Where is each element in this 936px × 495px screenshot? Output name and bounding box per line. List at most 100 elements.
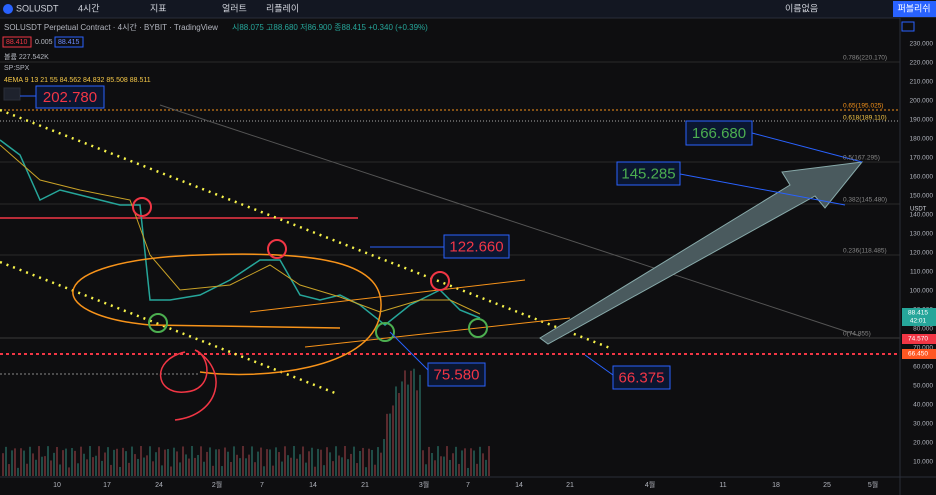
price-tick: 180.000: [910, 136, 934, 143]
volume-bar: [377, 447, 379, 476]
target-arrow: [539, 161, 864, 345]
alerts-button[interactable]: 얼러트: [222, 3, 247, 13]
volume-bar: [146, 455, 148, 476]
price-tick: 110.000: [910, 269, 933, 276]
fib-label: 0(74.855): [843, 331, 871, 338]
publish-button-bg[interactable]: [893, 1, 936, 17]
volume-bar: [296, 458, 298, 476]
publish-button[interactable]: 퍼블리쉬: [897, 3, 930, 13]
volume-bar: [416, 390, 418, 476]
layout-name[interactable]: 이름없음: [785, 3, 818, 13]
circle-mark: [468, 318, 488, 338]
volume-bar: [410, 370, 412, 476]
axis-icon[interactable]: [901, 21, 915, 32]
volume-bar: [389, 413, 391, 476]
price-tick: 120.000: [910, 250, 934, 257]
countdown: 42:01: [910, 318, 927, 325]
volume-bar: [245, 458, 247, 476]
volume-bar: [95, 455, 97, 476]
volume-bar: [239, 458, 241, 476]
circle-mark: [430, 271, 450, 291]
last-price: 88.415: [908, 310, 928, 317]
symbol[interactable]: SOLUSDT: [16, 3, 59, 13]
annotation-text: 66.375: [619, 369, 665, 386]
price-tick: 50.000: [913, 383, 933, 390]
volume-bar: [428, 446, 430, 476]
volume-bar: [68, 467, 70, 476]
price-tick: 40.000: [913, 402, 933, 409]
currency[interactable]: USDT: [910, 207, 927, 213]
price-tick: 70.000: [913, 345, 933, 352]
time-tick: 7: [466, 482, 470, 489]
channel-line: [249, 279, 526, 313]
time-tick: 18: [772, 482, 780, 489]
time-tick: 5월: [868, 480, 878, 489]
volume-bar: [20, 448, 22, 476]
volume-bar: [395, 386, 397, 476]
volume-bar: [236, 454, 238, 476]
time-tick: 3월: [419, 480, 429, 489]
chart-area: [0, 61, 900, 476]
volume-bars: [2, 368, 490, 476]
volume-bar: [392, 405, 394, 476]
time-tick: 4월: [645, 480, 655, 489]
annotation-box: [443, 234, 510, 259]
range-ellipse: [72, 253, 382, 376]
volume-bar: [383, 439, 385, 476]
replay-button[interactable]: 리플레이: [266, 3, 299, 13]
volume-bar: [59, 464, 61, 476]
volume-bar: [320, 449, 322, 476]
annotation-pointer: [751, 132, 863, 163]
volume-bar: [17, 467, 19, 476]
volume-bar: [206, 451, 208, 476]
volume-bar: [347, 459, 349, 476]
volume-bar: [134, 454, 136, 476]
price-tick: 230.000: [910, 41, 934, 48]
interval[interactable]: 4시간: [78, 3, 100, 13]
time-tick: 21: [566, 482, 574, 489]
volume-bar: [302, 446, 304, 476]
volume-bar: [221, 466, 223, 476]
volume-bar: [131, 446, 133, 476]
volume-bar: [401, 381, 403, 476]
volume-bar: [32, 453, 34, 476]
volume-bar: [461, 450, 463, 476]
volume-bar: [122, 447, 124, 476]
indicators-button[interactable]: 지표: [150, 3, 167, 13]
annotation-box: [685, 120, 753, 146]
price-tick: 220.000: [910, 60, 934, 67]
volume-bar: [179, 462, 181, 476]
volume-bar: [38, 446, 40, 476]
volume-bar: [290, 457, 292, 476]
volume-bar: [317, 448, 319, 476]
volume-bar: [200, 446, 202, 476]
channel-line: [304, 317, 571, 348]
volume-bar: [47, 446, 49, 476]
time-ticks: 10 17 24 2월 7 14 21 3월 7 14 21 4월 11 18 25 5월: [53, 480, 878, 489]
level-label: 74.570: [908, 336, 928, 343]
ema-line: [0, 144, 481, 315]
collapse-button[interactable]: [3, 87, 21, 101]
volume-bar: [203, 461, 205, 476]
time-tick: 11: [719, 482, 726, 489]
volume-bar: [44, 456, 46, 476]
ask: 88.415: [58, 39, 80, 46]
annotation-pointer: [584, 354, 614, 376]
volume-bar: [419, 374, 421, 476]
volume-bar: [35, 459, 37, 476]
spx-legend: SP:SPX: [4, 65, 30, 72]
volume-bar: [479, 446, 481, 476]
level-box: [902, 334, 936, 344]
volume-bar: [107, 447, 109, 476]
last-price-box: [902, 308, 936, 326]
volume-bar: [53, 452, 55, 476]
annotation-text: 145.285: [621, 165, 675, 182]
fib-labels: 0.786(220.170) 0.65(195.025) 0.618(189.110…: [843, 55, 887, 338]
volume-bar: [446, 446, 448, 476]
volume-bar: [437, 446, 439, 476]
price-tick: 130.000: [910, 231, 934, 238]
volume-bar: [323, 465, 325, 476]
spread: 0.005: [35, 39, 53, 46]
annotation-box: [612, 365, 671, 390]
